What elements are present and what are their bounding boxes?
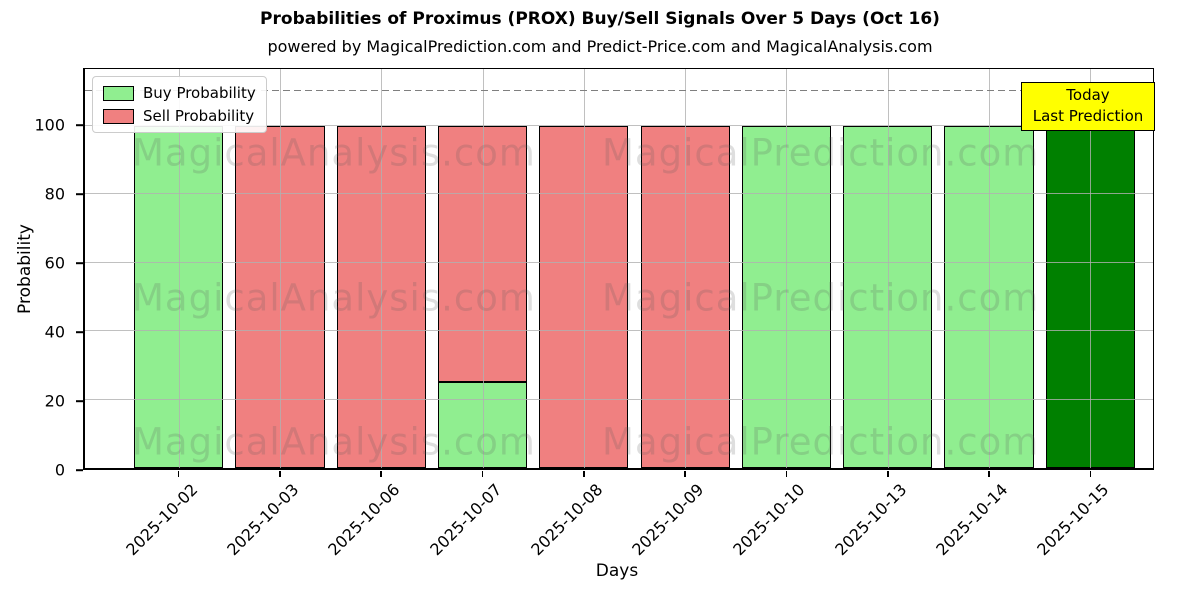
legend-label-sell: Sell Probability xyxy=(143,107,255,125)
bar-slot-2025-10-10 xyxy=(736,69,837,468)
x-tick-mark xyxy=(279,471,281,477)
y-tick-mark xyxy=(76,331,83,333)
y-tick-label: 60 xyxy=(44,253,65,273)
bar-slot-2025-10-15 xyxy=(1040,69,1141,468)
bar-slot-2025-10-03 xyxy=(229,69,330,468)
x-tick-mark xyxy=(481,471,484,477)
x-tick-label: 2025-10-13 xyxy=(830,480,911,560)
bar-slot-2025-10-09 xyxy=(634,69,735,468)
gridline-v xyxy=(178,69,180,468)
y-axis: 0 20 40 60 80 100 xyxy=(0,68,83,480)
legend-item-buy: Buy Probability xyxy=(103,84,256,102)
x-tick-mark xyxy=(785,471,788,477)
x-tick-mark xyxy=(988,471,990,477)
x-tick-label: 2025-10-15 xyxy=(1033,480,1113,560)
legend-label-buy: Buy Probability xyxy=(143,84,256,102)
y-tick-mark xyxy=(76,262,83,264)
x-tick-mark xyxy=(886,471,889,477)
gridline-v xyxy=(685,69,687,468)
gridline-v xyxy=(887,69,889,468)
legend-item-sell: Sell Probability xyxy=(103,107,256,125)
gridline-v xyxy=(482,69,484,468)
x-axis-title: Days xyxy=(595,561,639,581)
y-tick-mark xyxy=(76,193,83,195)
annotation-line-2: Last Prediction xyxy=(1032,107,1144,125)
x-tick-mark xyxy=(1089,471,1092,477)
x-tick-label: 2025-10-10 xyxy=(729,480,809,560)
x-tick-label: 2025-10-07 xyxy=(425,480,505,560)
y-tick-mark xyxy=(76,400,83,402)
plot-area: MagicalAnalysis.com MagicalPrediction.com… xyxy=(83,68,1155,470)
gridline-v xyxy=(1090,69,1092,468)
x-tick-label: 2025-10-08 xyxy=(527,480,607,560)
x-tick-label: 2025-10-09 xyxy=(628,480,708,560)
x-tick-mark xyxy=(380,471,383,477)
x-tick-mark xyxy=(177,471,180,477)
chart-title: Probabilities of Proximus (PROX) Buy/Sel… xyxy=(260,9,940,29)
y-tick-label: 0 xyxy=(54,460,65,480)
gridline-v xyxy=(786,69,788,468)
y-tick-label: 20 xyxy=(44,391,65,411)
y-tick-label: 100 xyxy=(34,115,65,135)
annotation-line-1: Today xyxy=(1066,86,1110,104)
bar-slot-2025-10-14 xyxy=(938,69,1039,468)
x-tick-label: 2025-10-03 xyxy=(223,480,303,560)
bar-slot-2025-10-13 xyxy=(837,69,938,468)
bar-slot-2025-10-08 xyxy=(533,69,634,468)
gridline-v xyxy=(989,69,991,468)
x-tick-mark xyxy=(684,471,686,477)
gridline-v xyxy=(381,69,383,468)
bar-slot-2025-10-06 xyxy=(331,69,432,468)
bars-row xyxy=(128,69,1141,468)
y-tick-mark xyxy=(76,469,83,471)
x-tick-mark xyxy=(583,471,585,477)
sell-swatch-icon xyxy=(103,108,134,124)
y-tick-mark xyxy=(76,124,83,126)
gridline-v xyxy=(583,69,585,468)
buy-swatch-icon xyxy=(103,85,134,101)
threshold-dashed-line xyxy=(85,89,1153,92)
x-tick-label: 2025-10-14 xyxy=(932,480,1012,560)
gridline-v xyxy=(279,69,281,468)
y-tick-label: 40 xyxy=(44,322,65,342)
y-tick-label: 80 xyxy=(44,184,65,204)
chart-subtitle: powered by MagicalPrediction.com and Pre… xyxy=(267,37,933,56)
bar-slot-2025-10-07 xyxy=(432,69,533,468)
legend: Buy Probability Sell Probability xyxy=(92,76,267,133)
x-tick-label: 2025-10-06 xyxy=(324,480,404,560)
x-axis: 2025-10-02 2025-10-03 2025-10-06 2025-10-07… xyxy=(0,470,1200,580)
x-tick-label: 2025-10-02 xyxy=(121,480,202,560)
today-annotation: Today Last Prediction xyxy=(1021,82,1155,131)
